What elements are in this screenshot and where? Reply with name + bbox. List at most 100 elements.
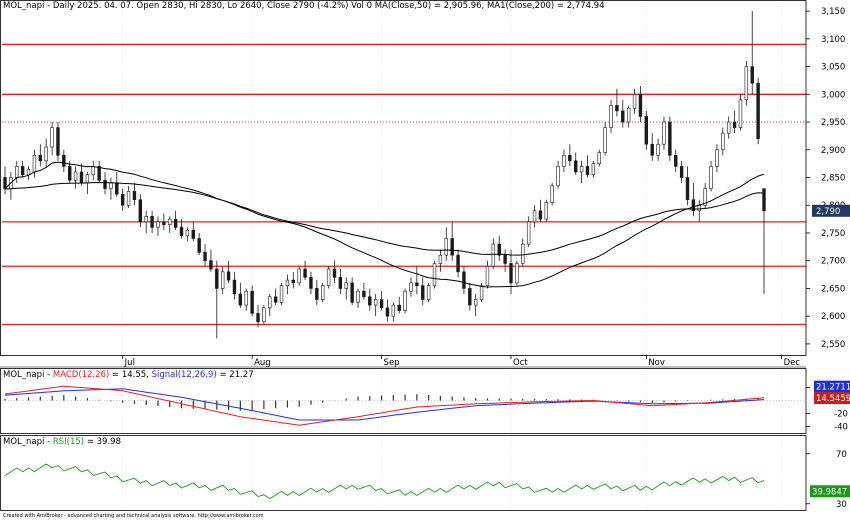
horizontal-levels — [2, 43, 806, 326]
x-tick-label: Nov — [648, 358, 665, 368]
candle-body — [44, 146, 48, 162]
candle — [456, 249, 460, 278]
candle-body — [685, 177, 690, 200]
rsi-ticker: MOL_napi — [3, 437, 45, 447]
ma200-legend: MA1(Close,200) = 2,774.94 — [484, 1, 605, 11]
candle-body — [109, 182, 113, 189]
macd-legend: MACD(12,26) — [52, 370, 110, 380]
candle — [256, 305, 260, 328]
y-tick-label: 2,900 — [821, 146, 845, 156]
candle — [285, 274, 290, 294]
candle-body — [462, 271, 466, 289]
candle-body — [297, 268, 301, 284]
candle-body — [715, 149, 719, 167]
y-tick-label: 3,050 — [821, 63, 845, 73]
candle-body — [3, 177, 7, 189]
signal-value-label: 21.2711 — [816, 383, 850, 393]
candle — [185, 227, 190, 242]
candle-body — [350, 282, 354, 303]
candle-body — [168, 218, 172, 225]
candle — [603, 122, 607, 156]
candle — [120, 188, 125, 211]
last-price-badge — [812, 204, 850, 217]
candle-body — [220, 271, 225, 289]
candle-body — [303, 268, 307, 278]
rsi-panel — [4, 463, 765, 500]
candle — [356, 288, 360, 308]
rsi-line — [4, 463, 765, 500]
candle — [503, 249, 507, 272]
rsi-value-label: 39.9847 — [812, 487, 847, 497]
candle — [156, 216, 160, 236]
candle — [115, 171, 119, 197]
candle-body — [497, 243, 501, 256]
candle — [615, 88, 619, 117]
signal-legend: Signal(12,26,9) — [151, 370, 217, 380]
candle-body — [132, 191, 137, 200]
macd-value: = 14.55, — [109, 370, 152, 380]
candle-body — [344, 282, 348, 289]
candle-body — [226, 271, 231, 281]
candle — [32, 149, 37, 178]
candle — [415, 266, 419, 294]
candle-body — [638, 93, 643, 117]
candle-body — [644, 116, 649, 145]
candle-body — [756, 82, 760, 139]
candle-body — [409, 282, 413, 292]
candle-body — [215, 268, 219, 289]
candle-body — [568, 155, 572, 162]
candle-body — [579, 166, 584, 173]
candle — [574, 152, 578, 175]
rsi-panel-header: MOL_napi - RSI(15) = 39.98 — [3, 437, 121, 447]
ma50-legend: MA(Close,50) = 2,905.96, — [374, 1, 485, 11]
candle-body — [491, 243, 496, 267]
macd-panel — [2, 385, 806, 426]
candle-body — [750, 66, 754, 84]
candle-body — [97, 166, 101, 181]
candle-body — [50, 127, 54, 148]
candle — [238, 282, 243, 308]
candle — [26, 166, 31, 181]
candle-body — [173, 218, 178, 228]
macd-panel-header: MOL_napi - MACD(12,26) = 14.55, Signal(1… — [3, 370, 254, 380]
footer-credit: Created with AmiBroker - advanced charti… — [3, 513, 264, 519]
candle-body — [650, 143, 654, 156]
candle-body — [726, 121, 731, 134]
candle-body — [574, 160, 578, 173]
candle — [679, 160, 684, 184]
candle — [744, 61, 749, 106]
candle — [373, 293, 378, 317]
candle — [215, 260, 219, 339]
y-tick-label: 2,550 — [821, 340, 845, 350]
candle-body — [209, 260, 213, 270]
candle-body — [485, 265, 490, 286]
candle — [397, 296, 401, 314]
candle — [73, 166, 78, 189]
candle — [426, 282, 431, 303]
candle — [556, 160, 560, 189]
candle-body — [432, 263, 437, 286]
moving-averages — [4, 161, 765, 288]
candle-body — [91, 166, 95, 176]
candle-body — [732, 121, 737, 128]
candle — [515, 260, 519, 286]
price-info: - Daily 2025. 04. 07. Open 2830, Hi 2830… — [44, 1, 375, 11]
candle-body — [450, 238, 454, 256]
candle-body — [385, 307, 390, 317]
price-panel-header: MOL_napi - Daily 2025. 04. 07. Open 2830… — [3, 1, 605, 11]
candle — [50, 122, 54, 156]
candle — [726, 116, 731, 139]
candle-body — [532, 210, 537, 223]
panel-frames — [0, 0, 807, 511]
candle-body — [744, 66, 749, 101]
candle-body — [126, 191, 131, 206]
candle — [262, 305, 266, 325]
candle — [273, 288, 278, 306]
candle-body — [103, 179, 107, 189]
candle — [521, 238, 525, 267]
candle — [109, 177, 113, 200]
candle — [685, 166, 690, 206]
candle — [544, 199, 549, 222]
candle — [38, 144, 43, 167]
candle — [279, 282, 284, 306]
